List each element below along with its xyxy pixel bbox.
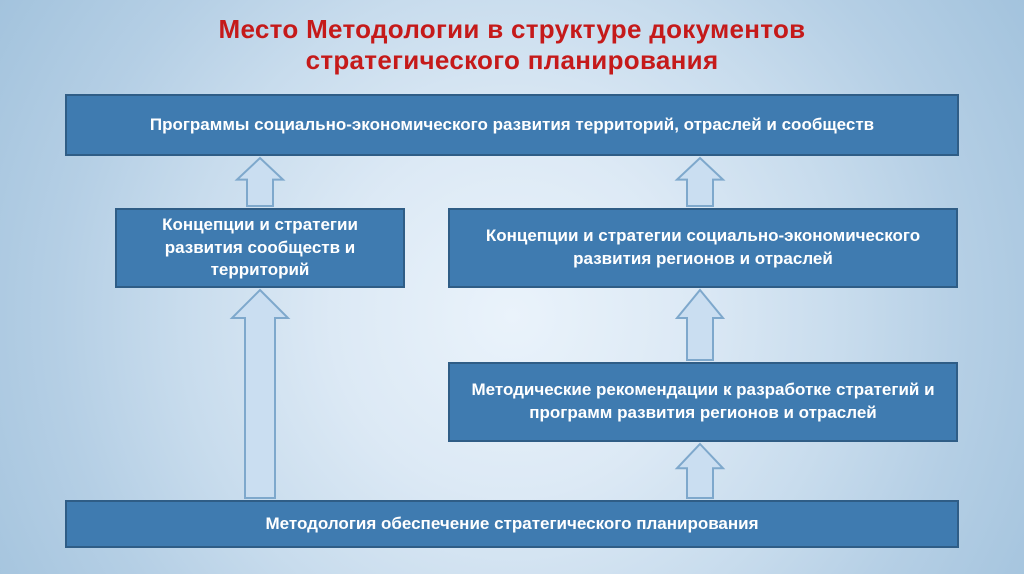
arrow-a_long_left [0, 0, 1024, 574]
diagram-canvas: Программы социально-экономического разви… [0, 0, 1024, 574]
arrow-a_long_left-shape [232, 290, 288, 498]
